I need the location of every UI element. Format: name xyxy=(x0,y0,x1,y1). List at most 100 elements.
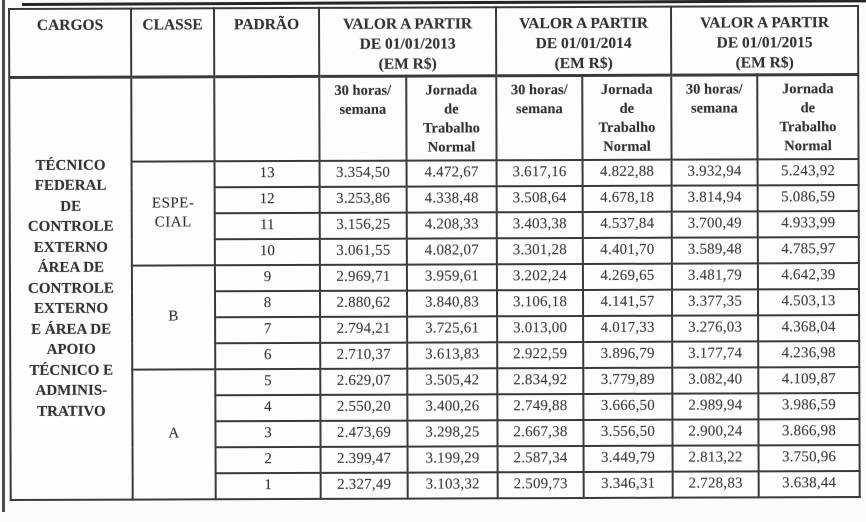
salary-table-container: CARGOS CLASSE PADRÃO VALOR A PARTIR DE 0… xyxy=(8,5,861,501)
value-cell: 4.338,48 xyxy=(406,185,497,213)
value-cell: 3.613,83 xyxy=(407,341,498,369)
padrao-cell: 6 xyxy=(215,342,321,369)
value-cell: 2.989,94 xyxy=(672,392,759,420)
padrao-cell: 5 xyxy=(215,368,321,395)
value-cell: 4.401,70 xyxy=(582,237,672,264)
value-cell: 2.922,59 xyxy=(497,341,584,368)
table-row: A 5 2.629,07 3.505,42 2.834,92 3.779,89 … xyxy=(10,366,860,500)
value-cell: 3.959,61 xyxy=(406,263,497,291)
value-cell: 3.276,03 xyxy=(672,314,759,342)
value-cell: 2.327,49 xyxy=(320,472,408,499)
value-cell: 4.785,97 xyxy=(757,236,859,263)
value-cell: 3.301,28 xyxy=(496,237,583,264)
value-cell: 2.749,88 xyxy=(497,393,584,420)
classe-especial-cell: ESPE- CIAL xyxy=(131,160,215,266)
value-cell: 3.932,94 xyxy=(671,158,758,186)
padrao-cell: 11 xyxy=(214,212,320,239)
value-cell: 2.880,62 xyxy=(319,290,408,317)
padrao-cell: 4 xyxy=(215,394,321,421)
header-year-2015: VALOR A PARTIR DE 01/01/2015 (EM R$) xyxy=(670,6,859,76)
value-cell: 3.725,61 xyxy=(407,315,498,343)
value-cell: 3.556,50 xyxy=(583,419,673,446)
value-cell: 4.236,98 xyxy=(758,340,860,367)
subheader-jornada-2014: Jornada de Trabalho Normal xyxy=(582,75,672,160)
value-cell: 2.629,07 xyxy=(320,368,408,395)
value-cell: 3.061,55 xyxy=(319,238,407,265)
value-cell: 5.243,92 xyxy=(757,158,859,185)
value-cell: 3.779,89 xyxy=(583,367,673,394)
header-padrao: PADRÃO xyxy=(214,7,320,77)
value-cell: 3.354,50 xyxy=(319,160,407,187)
table-header-row: CARGOS CLASSE PADRÃO VALOR A PARTIR DE 0… xyxy=(9,6,859,78)
value-cell: 2.509,73 xyxy=(497,471,584,498)
value-cell: 2.667,38 xyxy=(497,419,584,446)
subheader-30h-2013: 30 horas/ semana xyxy=(319,76,407,161)
value-cell: 3.986,59 xyxy=(758,392,860,419)
table-row: ESPE- CIAL 13 3.354,50 4.472,67 3.617,16… xyxy=(10,158,859,266)
value-cell: 4.141,57 xyxy=(582,289,673,316)
padrao-cell: 12 xyxy=(214,186,320,213)
value-cell: 3.156,25 xyxy=(319,212,407,239)
value-cell: 4.678,18 xyxy=(582,185,672,212)
value-cell: 3.253,86 xyxy=(319,186,407,213)
padrao-cell: 8 xyxy=(214,290,321,317)
padrao-cell: 10 xyxy=(214,238,320,265)
padrao-cell: 1 xyxy=(215,472,321,499)
value-cell: 4.822,88 xyxy=(582,159,672,186)
value-cell: 3.346,31 xyxy=(583,471,673,498)
value-cell: 4.933,99 xyxy=(757,210,859,237)
value-cell: 3.202,24 xyxy=(496,263,583,290)
value-cell: 3.106,18 xyxy=(496,289,584,316)
value-cell: 3.840,83 xyxy=(406,289,498,317)
subheader-30h-2015: 30 horas/ semana xyxy=(671,74,758,160)
value-cell: 2.728,83 xyxy=(672,470,759,498)
subheader-jornada-2015: Jornada de Trabalho Normal xyxy=(757,74,859,159)
value-cell: 4.537,84 xyxy=(582,211,672,238)
header-classe: CLASSE xyxy=(131,8,215,78)
value-cell: 3.177,74 xyxy=(672,340,759,368)
classe-b-cell: B xyxy=(131,264,216,370)
value-cell: 3.700,49 xyxy=(671,210,758,238)
value-cell: 4.017,33 xyxy=(583,315,673,342)
value-cell: 3.082,40 xyxy=(672,366,759,394)
value-cell: 4.208,33 xyxy=(406,211,497,239)
subheader-jornada-2013: Jornada de Trabalho Normal xyxy=(406,75,497,161)
header-year-2014: VALOR A PARTIR DE 01/01/2014 (EM R$) xyxy=(496,6,672,76)
value-cell: 3.298,25 xyxy=(407,419,498,447)
value-cell: 3.617,16 xyxy=(496,159,583,186)
cargo-description-cell: TÉCNICO FEDERAL DE CONTROLE EXTERNO ÁREA… xyxy=(9,77,133,500)
value-cell: 3.896,79 xyxy=(583,341,673,368)
value-cell: 2.587,34 xyxy=(497,445,584,472)
value-cell: 2.834,92 xyxy=(497,367,584,394)
value-cell: 4.472,67 xyxy=(406,159,497,187)
value-cell: 3.638,44 xyxy=(758,470,860,497)
value-cell: 4.368,04 xyxy=(758,314,860,341)
value-cell: 3.666,50 xyxy=(583,393,673,420)
padrao-cell: 7 xyxy=(215,316,321,343)
value-cell: 3.814,94 xyxy=(671,184,758,212)
table-row: B 9 2.969,71 3.959,61 3.202,24 4.269,65 … xyxy=(10,262,859,370)
salary-table: CARGOS CLASSE PADRÃO VALOR A PARTIR DE 0… xyxy=(8,5,861,501)
value-cell: 3.481,79 xyxy=(671,262,758,290)
classe-empty-cell xyxy=(131,76,215,162)
value-cell: 5.086,59 xyxy=(757,184,859,211)
scan-artifact-left-line xyxy=(2,0,5,512)
value-cell: 2.900,24 xyxy=(672,418,759,446)
value-cell: 4.503,13 xyxy=(757,288,860,315)
value-cell: 3.505,42 xyxy=(407,367,498,395)
table-subheader-row: TÉCNICO FEDERAL DE CONTROLE EXTERNO ÁREA… xyxy=(9,74,859,500)
padrao-cell: 9 xyxy=(214,264,320,291)
value-cell: 4.642,39 xyxy=(757,262,859,289)
value-cell: 3.866,98 xyxy=(758,418,860,445)
padrao-cell: 2 xyxy=(215,446,321,473)
value-cell: 2.969,71 xyxy=(319,264,407,291)
value-cell: 3.508,64 xyxy=(496,185,583,212)
header-year-2013: VALOR A PARTIR DE 01/01/2013 (EM R$) xyxy=(319,7,497,77)
value-cell: 2.399,47 xyxy=(320,446,408,473)
subheader-30h-2014: 30 horas/ semana xyxy=(496,75,583,160)
value-cell: 3.013,00 xyxy=(497,315,584,342)
value-cell: 2.794,21 xyxy=(320,316,408,343)
value-cell: 3.103,32 xyxy=(407,471,498,499)
value-cell: 3.199,29 xyxy=(407,445,498,473)
